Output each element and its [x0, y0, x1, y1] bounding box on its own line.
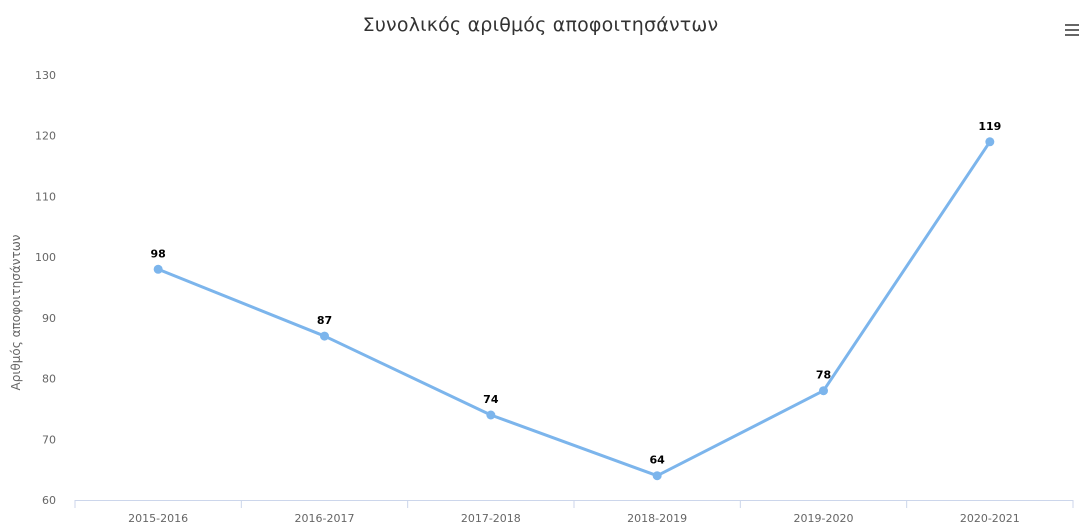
data-label: 74: [483, 393, 499, 406]
series-points: [153, 137, 995, 481]
y-tick-label: 130: [35, 69, 56, 82]
data-label: 87: [317, 314, 332, 327]
y-axis-tick-labels: 60 70 80 90 100 110 120 130: [35, 69, 56, 507]
data-point[interactable]: [486, 410, 496, 420]
data-point[interactable]: [320, 331, 329, 341]
data-label: 98: [151, 247, 166, 260]
y-tick-label: 110: [35, 190, 56, 203]
y-tick-label: 90: [42, 312, 56, 325]
y-tick-label: 70: [42, 433, 56, 446]
chart-title: Συνολικός αριθμός αποφοιτησάντων: [362, 14, 719, 36]
y-tick-label: 60: [42, 494, 56, 507]
x-tick-label: 2016-2017: [295, 512, 355, 525]
data-label: 119: [978, 120, 1001, 133]
y-tick-label: 120: [35, 130, 56, 143]
series-line: [156, 140, 992, 478]
x-axis-ticks: [74, 500, 1074, 508]
x-tick-label: 2018-2019: [627, 512, 687, 525]
data-label: 64: [650, 454, 666, 467]
y-axis-title: Αριθμός αποφοιτησάντων: [9, 234, 23, 390]
data-label: 78: [816, 369, 831, 382]
y-tick-label: 100: [35, 251, 56, 264]
hamburger-menu-icon: [1065, 24, 1079, 26]
data-point[interactable]: [985, 137, 995, 147]
x-tick-label: 2015-2016: [128, 512, 188, 525]
x-tick-label: 2020-2021: [960, 512, 1020, 525]
chart-menu-button[interactable]: [1065, 24, 1079, 40]
data-labels: 98 87 74 64 78 119: [151, 120, 1002, 467]
data-point[interactable]: [652, 471, 662, 481]
y-tick-label: 80: [42, 373, 56, 386]
x-tick-label: 2017-2018: [461, 512, 521, 525]
data-point[interactable]: [153, 264, 163, 274]
data-point[interactable]: [819, 386, 828, 396]
x-tick-label: 2019-2020: [794, 512, 854, 525]
x-axis-tick-labels: 2015-2016 2016-2017 2017-2018 2018-2019 2019…: [128, 512, 1020, 525]
